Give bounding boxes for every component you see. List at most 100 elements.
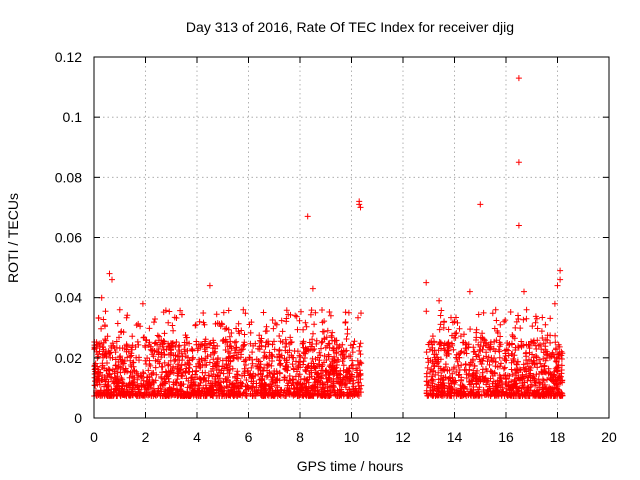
data-point <box>187 375 194 382</box>
data-point <box>246 354 253 361</box>
data-point <box>210 371 217 378</box>
data-point <box>496 354 503 361</box>
data-point <box>555 362 562 368</box>
data-point <box>288 391 295 398</box>
data-point <box>428 377 435 384</box>
data-point <box>461 331 467 338</box>
data-point <box>344 393 351 399</box>
data-point <box>356 347 363 354</box>
data-point <box>516 366 523 373</box>
data-point <box>472 351 479 358</box>
x-axis-title: GPS time / hours <box>297 458 404 474</box>
data-point <box>188 374 195 381</box>
data-point <box>476 384 483 391</box>
data-point <box>98 325 105 332</box>
data-point <box>222 347 229 353</box>
data-point <box>312 309 319 316</box>
data-point <box>350 377 357 384</box>
data-point <box>210 349 216 356</box>
data-point <box>323 367 330 374</box>
data-point <box>273 321 280 328</box>
data-point <box>199 388 206 395</box>
data-point <box>436 326 443 333</box>
data-point <box>522 365 529 372</box>
data-point <box>505 382 512 389</box>
data-point <box>270 374 277 381</box>
data-point <box>205 372 212 379</box>
data-point <box>555 353 562 360</box>
data-point <box>313 341 320 347</box>
data-point <box>505 347 512 354</box>
data-point <box>306 391 313 398</box>
data-point <box>254 363 261 370</box>
data-point <box>550 388 557 394</box>
data-point <box>438 345 444 352</box>
data-point <box>429 392 436 399</box>
data-point <box>214 373 221 380</box>
data-point <box>264 372 271 379</box>
data-point <box>129 392 136 399</box>
data-point <box>447 374 454 381</box>
data-point <box>139 300 146 307</box>
data-point <box>437 312 444 319</box>
data-point <box>165 362 172 369</box>
data-point <box>265 383 272 390</box>
data-point <box>436 297 443 304</box>
data-point <box>448 390 455 397</box>
data-point <box>451 318 458 325</box>
data-point <box>261 349 268 356</box>
data-point <box>345 368 352 375</box>
data-point <box>158 354 165 360</box>
data-point <box>116 334 122 341</box>
data-point <box>289 361 296 368</box>
data-point <box>107 373 114 380</box>
data-point <box>489 310 496 317</box>
data-point <box>123 388 130 395</box>
data-point <box>253 380 260 387</box>
data-point <box>110 380 117 387</box>
data-point <box>115 364 121 371</box>
data-point <box>554 385 561 392</box>
data-point <box>215 366 222 373</box>
data-point <box>493 317 500 324</box>
data-point <box>542 346 549 353</box>
data-point <box>167 371 173 377</box>
data-point <box>147 343 154 350</box>
data-point <box>440 374 447 381</box>
data-point <box>429 382 435 389</box>
data-point <box>358 360 365 367</box>
data-point <box>296 317 303 324</box>
data-point <box>312 369 319 376</box>
data-point <box>246 372 253 379</box>
data-point <box>189 347 196 354</box>
data-point <box>538 328 545 335</box>
data-point <box>282 336 289 343</box>
data-point <box>487 339 494 346</box>
data-point <box>540 340 547 347</box>
data-point <box>437 321 444 328</box>
data-point <box>174 366 181 373</box>
data-point <box>220 370 227 377</box>
data-point <box>184 384 191 391</box>
data-point <box>541 384 548 390</box>
data-point <box>450 365 457 372</box>
data-point <box>277 354 283 361</box>
data-point <box>263 374 270 380</box>
data-point <box>497 374 504 381</box>
data-point <box>308 365 314 372</box>
data-point <box>156 333 163 340</box>
data-point <box>498 360 504 367</box>
data-point <box>301 349 308 356</box>
data-point <box>497 321 504 328</box>
data-point <box>485 344 491 351</box>
data-point <box>195 389 202 396</box>
data-point <box>495 391 502 398</box>
data-point <box>326 309 333 315</box>
data-point <box>151 340 158 347</box>
data-point <box>545 365 552 372</box>
data-point <box>331 353 338 360</box>
data-point <box>324 327 331 334</box>
data-point <box>547 339 554 346</box>
data-point <box>559 379 566 386</box>
data-point <box>220 365 227 372</box>
